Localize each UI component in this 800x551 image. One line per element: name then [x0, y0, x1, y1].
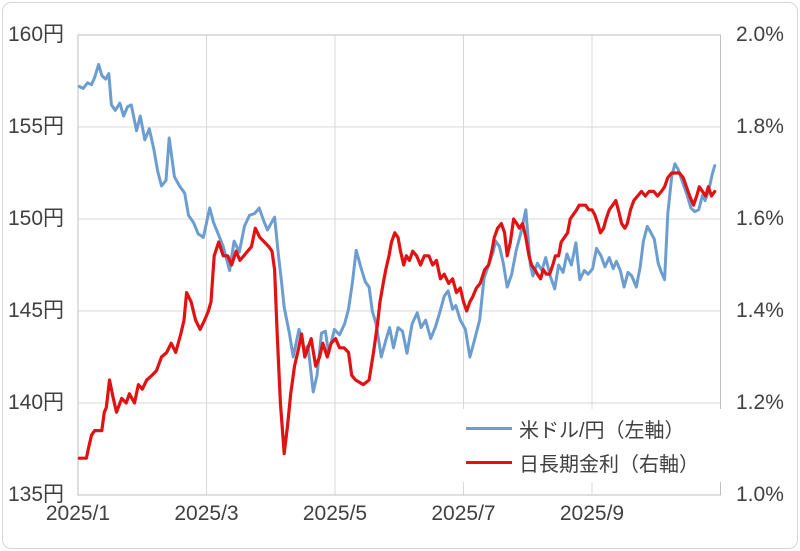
y-left-tick-label: 135円: [8, 483, 65, 506]
y-right-tick-label: 1.8%: [736, 115, 784, 138]
y-right-tick-label: 1.0%: [736, 483, 784, 506]
y-left-tick-label: 155円: [8, 115, 65, 138]
x-axis-tick-label: 2025/9: [559, 502, 625, 525]
y-left-tick-label: 150円: [8, 207, 65, 230]
y-right-tick-label: 2.0%: [736, 23, 784, 46]
x-axis-tick-label: 2025/1: [45, 502, 111, 525]
x-axis-tick-label: 2025/7: [431, 502, 496, 525]
y-left-tick-label: 160円: [8, 23, 65, 46]
y-right-tick-label: 1.4%: [736, 299, 784, 322]
jgb-yield-line: [77, 171, 717, 460]
usdjpy-line: [77, 62, 717, 394]
y-right-tick-label: 1.2%: [736, 391, 784, 414]
y-left-tick-label: 145円: [8, 299, 65, 322]
legend-label-jgb-yield: 日長期金利（右軸）: [519, 454, 699, 477]
legend-item-usdjpy: 米ドル/円（左軸）: [452, 415, 724, 442]
plot-border: [77, 34, 721, 496]
legend-label-usdjpy: 米ドル/円（左軸）: [519, 419, 685, 442]
legend-item-jgb-yield: 日長期金利（右軸）: [452, 450, 724, 476]
y-left-tick-label: 140円: [8, 391, 65, 414]
x-axis-tick-label: 2025/3: [174, 502, 239, 525]
jgb-yield-line-swatch: [466, 461, 512, 465]
y-right-tick-label: 1.6%: [736, 207, 784, 230]
x-axis-tick-label: 2025/5: [302, 502, 368, 525]
usdjpy-line-swatch: [466, 426, 512, 430]
legend: 米ドル/円（左軸） 日長期金利（右軸）: [452, 409, 724, 482]
